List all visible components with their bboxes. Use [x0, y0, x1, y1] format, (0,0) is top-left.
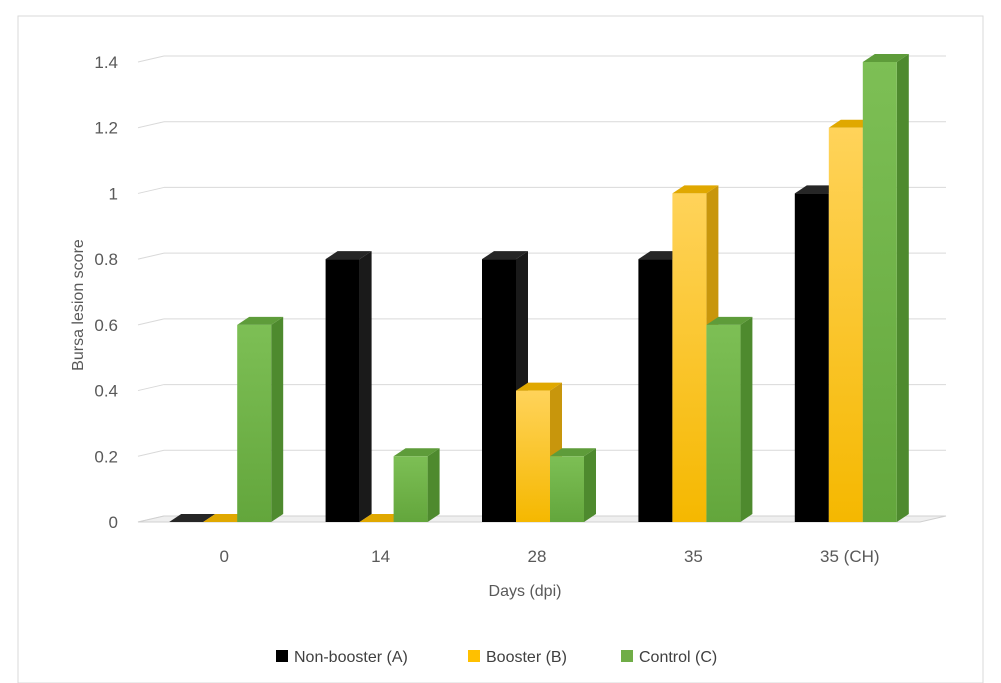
- x-tick-label: 14: [371, 547, 390, 566]
- legend-label: Booster (B): [486, 649, 567, 666]
- y-tick-label: 0.6: [94, 316, 118, 335]
- gridline-depth: [137, 384, 165, 392]
- y-tick-label: 0.4: [94, 382, 118, 401]
- x-tick-label: 35 (CH): [820, 547, 880, 566]
- x-axis-title: Days (dpi): [489, 583, 562, 600]
- legend: Non-booster (A) Booster (B) Control (C): [276, 649, 717, 666]
- bar-front: [828, 127, 863, 522]
- bar-front: [516, 390, 550, 522]
- bar-control-c-28: [550, 448, 596, 522]
- bar-front: [482, 259, 516, 522]
- bar-non-booster-a-14: [325, 251, 372, 522]
- bar-front: [237, 324, 272, 522]
- legend-swatch: [621, 650, 633, 662]
- gridline-depth: [137, 318, 165, 326]
- x-tick-label: 0: [219, 547, 228, 566]
- bar-control-c-14: [393, 448, 440, 522]
- legend-item: Booster (B): [468, 649, 567, 666]
- bar-side: [740, 316, 753, 522]
- bar-top: [237, 316, 284, 325]
- bar-front: [706, 324, 741, 522]
- bar-control-c-0: [237, 316, 284, 522]
- bar-front: [862, 62, 897, 522]
- bar-top: [169, 514, 216, 522]
- bar-front: [550, 456, 584, 522]
- bar-control-c-35: [706, 316, 753, 522]
- bar-side: [359, 251, 372, 522]
- x-axis-ticks: 0 14 28 35 35 (CH): [219, 547, 879, 566]
- y-tick-label: 1.2: [94, 119, 118, 138]
- bar-top: [706, 316, 753, 325]
- bar-side: [427, 448, 440, 522]
- y-tick-label: 0.2: [94, 447, 118, 466]
- gridline-depth: [137, 252, 165, 260]
- chart-border: [17, 15, 984, 683]
- y-tick-label: 1: [109, 184, 118, 203]
- legend-swatch: [468, 650, 480, 662]
- bar-top: [325, 251, 372, 260]
- bar-front: [638, 259, 673, 522]
- x-tick-label: 28: [528, 547, 547, 566]
- gridline-depth: [137, 186, 165, 194]
- bar-top: [550, 448, 596, 457]
- legend-swatch: [276, 650, 288, 662]
- legend-label: Non-booster (A): [294, 649, 408, 666]
- legend-item: Control (C): [621, 649, 717, 666]
- gridline-depth: [137, 449, 165, 457]
- bar-non-booster-a-0: [169, 514, 216, 522]
- bar-front: [794, 193, 829, 522]
- bar-top: [516, 382, 562, 391]
- y-axis-ticks: 0 0.2 0.4 0.6 0.8 1 1.2 1.4: [94, 53, 118, 532]
- bar-front: [672, 193, 707, 522]
- gridline-depth: [137, 121, 165, 129]
- bar-side: [584, 448, 596, 522]
- bar-front: [393, 456, 428, 522]
- y-tick-label: 0: [109, 513, 118, 532]
- bar-control-c-35-CH-: [862, 54, 909, 522]
- bar-side: [896, 54, 909, 522]
- bars: [169, 54, 909, 522]
- x-tick-label: 35: [684, 547, 703, 566]
- legend-label: Control (C): [639, 649, 717, 666]
- legend-item: Non-booster (A): [276, 649, 408, 666]
- bar-front: [325, 259, 360, 522]
- y-tick-label: 1.4: [94, 53, 118, 72]
- y-tick-label: 0.8: [94, 250, 118, 269]
- bar-top: [482, 251, 528, 260]
- y-axis-title: Bursa lesion score: [70, 239, 87, 371]
- bar-top: [862, 54, 909, 62]
- bar-top: [672, 185, 719, 194]
- bar-top: [393, 448, 440, 457]
- gridline-depth: [137, 55, 165, 63]
- bar-side: [271, 316, 284, 522]
